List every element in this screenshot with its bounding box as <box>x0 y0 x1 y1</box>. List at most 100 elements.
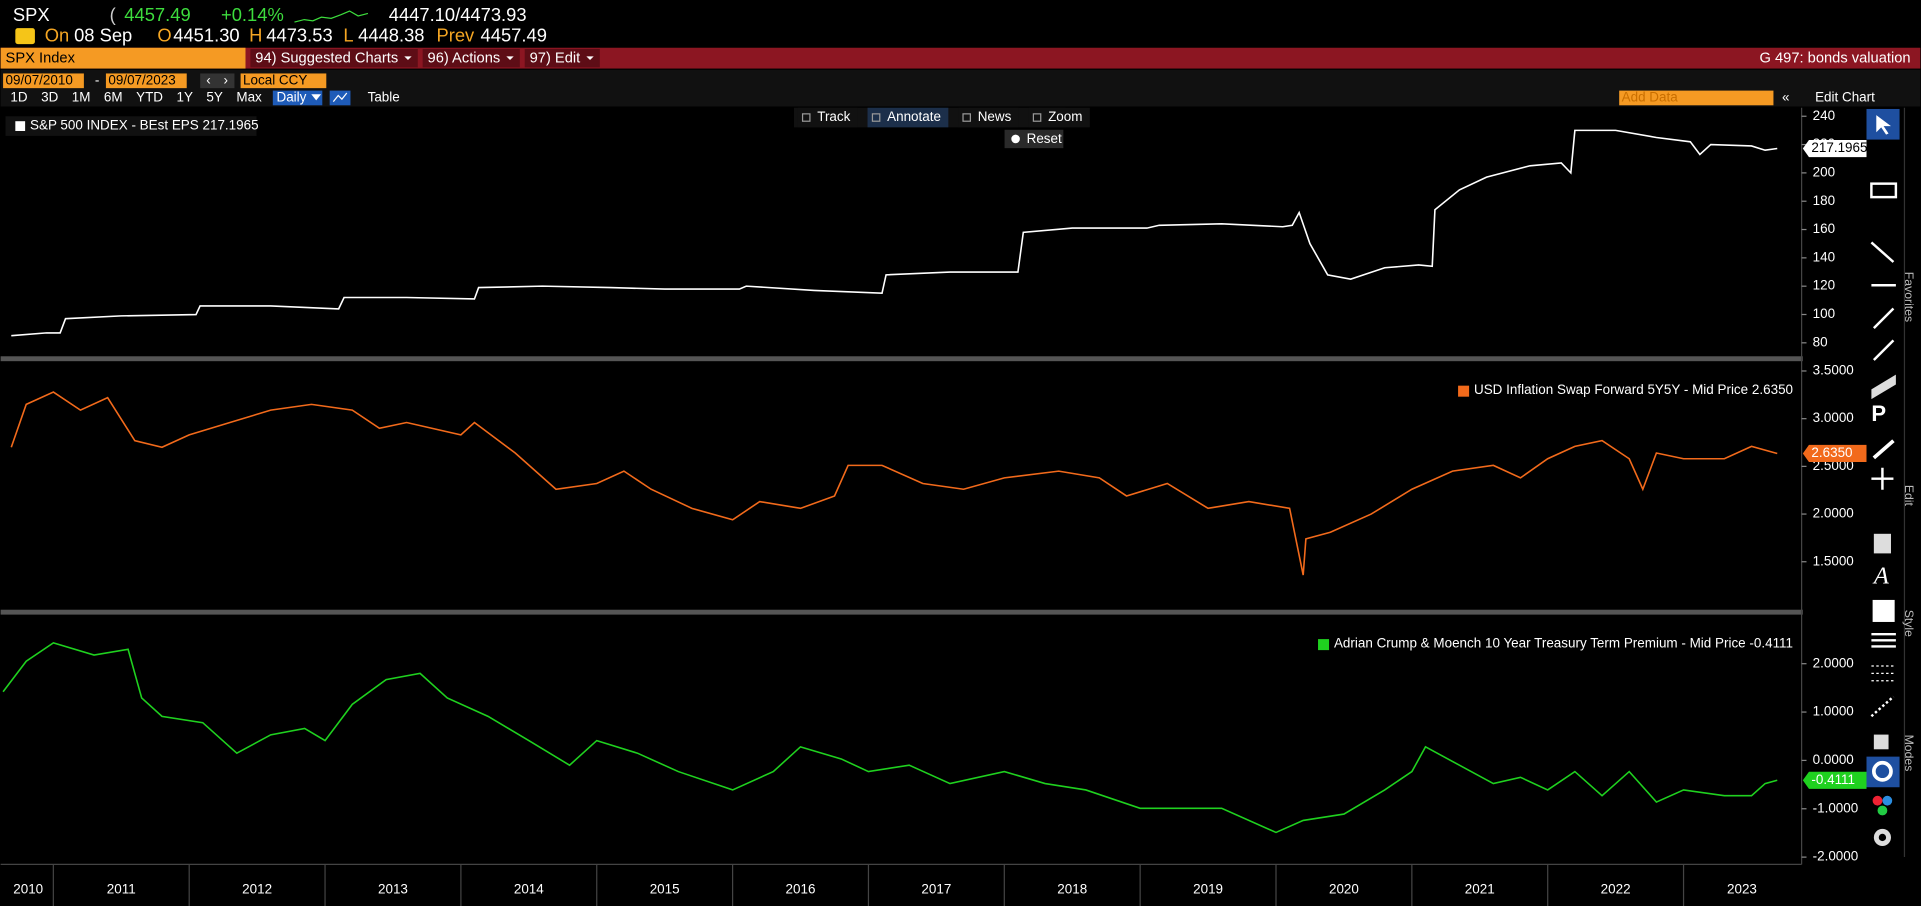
move-tool[interactable] <box>1871 467 1894 490</box>
x-tick-label: 2010 <box>13 882 43 897</box>
menu-label: 97) Edit <box>530 51 581 67</box>
arrow-tool[interactable] <box>1870 241 1895 263</box>
line-width-tool[interactable] <box>1871 632 1896 648</box>
menu-button[interactable] <box>524 48 600 68</box>
date-nav[interactable] <box>200 73 235 89</box>
color-tool[interactable] <box>1877 805 1888 816</box>
y-tick-label: 100 <box>1813 306 1835 321</box>
dash-tool[interactable] <box>1870 695 1895 718</box>
tool-button[interactable]: Zoom <box>1048 109 1082 124</box>
nav-next: › <box>223 72 227 87</box>
legend-swatch <box>1318 639 1330 651</box>
text-tool[interactable]: P <box>1871 401 1886 426</box>
legend-label: S&P 500 INDEX - BEst EPS 217.1965 <box>30 118 259 133</box>
period-button[interactable]: YTD <box>136 90 163 105</box>
period-button[interactable]: 3D <box>41 90 58 105</box>
y-tick-label: 120 <box>1813 278 1835 293</box>
period-button[interactable]: 1Y <box>176 90 192 105</box>
high-label: H <box>249 25 262 46</box>
tool-button[interactable]: News <box>978 109 1012 124</box>
pen-tool[interactable] <box>1872 439 1895 460</box>
line-style-tool[interactable] <box>1871 665 1896 682</box>
rect-tool[interactable] <box>1870 182 1898 199</box>
drawing-toolbar: P A <box>1866 108 1900 847</box>
end-date-box[interactable] <box>105 73 187 89</box>
menu-button[interactable] <box>422 48 520 68</box>
channel-tool[interactable] <box>1871 374 1896 400</box>
y-tick-label: 200 <box>1813 164 1835 179</box>
trend-tool[interactable] <box>1872 307 1895 329</box>
x-tick-label: 2014 <box>514 882 544 897</box>
menu-button[interactable] <box>250 48 418 68</box>
bid-ask: 4447.10/4473.93 <box>389 4 527 25</box>
last-value-tag <box>1802 139 1867 158</box>
color-tool[interactable] <box>1872 795 1883 806</box>
last-value-tag <box>1802 771 1867 789</box>
x-tick-label: 2016 <box>786 882 816 897</box>
frequency-box[interactable] <box>272 90 323 106</box>
lock-tool[interactable] <box>1873 734 1889 750</box>
charts: 80100120140160180200220240S&P 500 INDEX … <box>2 108 1868 906</box>
y-tick-label: 2.0000 <box>1813 655 1854 670</box>
y-tick-label: 3.5000 <box>1813 363 1854 378</box>
menu-label: 94) Suggested Charts <box>255 51 398 67</box>
y-tick-label: 0.0000 <box>1813 752 1854 767</box>
menu-label: 96) Actions <box>428 51 501 67</box>
currency: Local CCY <box>243 72 307 87</box>
menu-caret <box>506 56 514 60</box>
page-title: G 497: bonds valuation <box>1759 51 1910 67</box>
date-prefix: On <box>45 25 70 46</box>
font-tool[interactable]: A <box>1872 563 1890 590</box>
x-tick-label: 2018 <box>1057 882 1087 897</box>
menus: 94) Suggested Charts 96) Actions 97) Edit <box>250 48 600 68</box>
data-line <box>2 642 1778 834</box>
sparkline <box>294 10 369 23</box>
legend-swatch <box>15 121 26 132</box>
panel-separator <box>0 356 1803 362</box>
side-tab[interactable]: Modes <box>1902 735 1916 772</box>
color-tool[interactable] <box>1882 795 1893 806</box>
tool-button[interactable]: Track <box>817 109 850 124</box>
side-tab[interactable]: Favorites <box>1902 272 1916 322</box>
x-tick-label: 2022 <box>1601 882 1631 897</box>
frequency: Daily <box>276 90 306 105</box>
ray-tool[interactable] <box>1872 339 1895 361</box>
side-tab[interactable]: Edit <box>1902 485 1916 507</box>
delete-tool[interactable] <box>1873 533 1891 554</box>
x-tick-label: 2013 <box>378 882 408 897</box>
edit-chart[interactable]: Edit Chart <box>1815 90 1875 105</box>
currency-box[interactable] <box>240 73 327 89</box>
collapse[interactable]: « <box>1782 90 1789 105</box>
period-button[interactable]: 1D <box>10 90 27 105</box>
period-button[interactable]: 5Y <box>206 90 222 105</box>
x-tick-label: 2015 <box>650 882 680 897</box>
legend-panel <box>5 116 257 136</box>
side-tab[interactable]: Style <box>1902 610 1916 637</box>
tool-icon <box>801 113 811 122</box>
open-label: O <box>157 25 171 46</box>
prev: 4457.49 <box>481 25 547 46</box>
fill-tool[interactable] <box>1872 599 1895 622</box>
start-date-box[interactable] <box>3 73 84 89</box>
x-tick-label: 2020 <box>1329 882 1359 897</box>
y-tick-label: 2.0000 <box>1813 506 1854 521</box>
period-button[interactable]: 1M <box>72 90 91 105</box>
x-tick-label: 2021 <box>1465 882 1495 897</box>
tool-button[interactable]: Annotate <box>887 109 941 124</box>
change: +0.14% <box>221 4 284 25</box>
alert-icon[interactable] <box>15 28 35 45</box>
y-tick-label: -1.0000 <box>1813 800 1859 815</box>
add-data-box[interactable] <box>1619 90 1774 106</box>
tool-icon <box>1032 113 1042 122</box>
period-button[interactable]: Max <box>236 90 262 105</box>
tool-highlight <box>867 107 949 128</box>
reset-button[interactable] <box>1004 129 1064 149</box>
quote-header: SPX ( 4457.49 +0.14% 4447.10/4473.93 On … <box>13 4 547 46</box>
security-box[interactable] <box>0 47 246 69</box>
low: 4448.38 <box>358 25 424 46</box>
last-value-tag <box>1802 444 1867 463</box>
period-button[interactable]: 6M <box>104 90 123 105</box>
table-button[interactable]: Table <box>368 90 400 105</box>
last-value-label: -0.4111 <box>1811 772 1855 787</box>
